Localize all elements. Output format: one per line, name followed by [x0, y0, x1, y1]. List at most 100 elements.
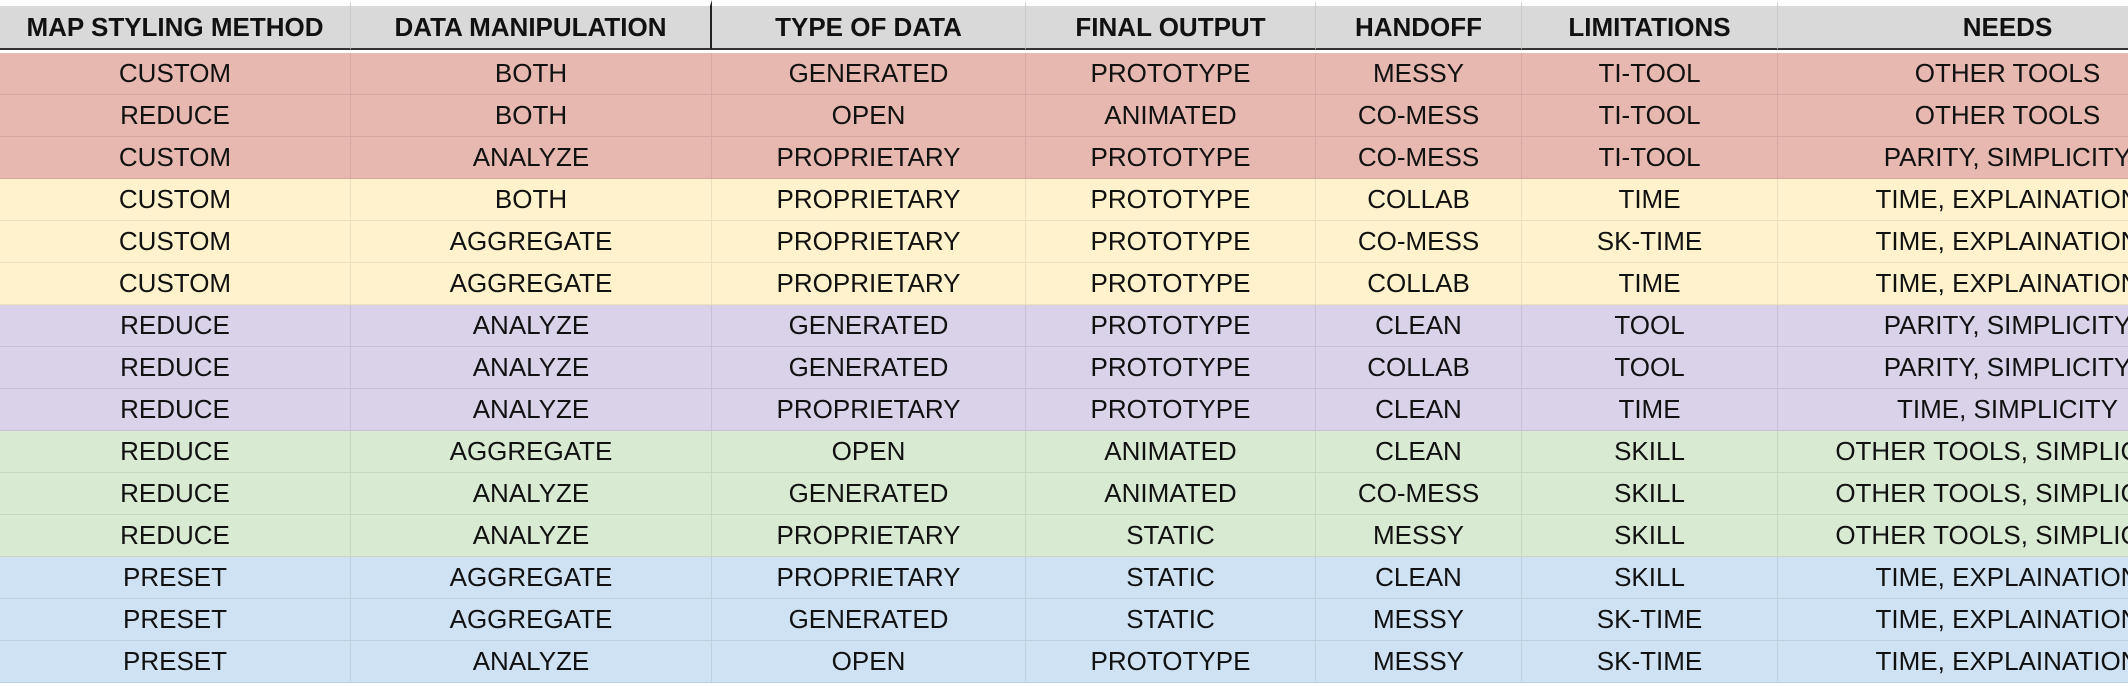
- header-handoff[interactable]: HANDOFF: [1316, 0, 1522, 50]
- cell-data-manipulation[interactable]: BOTH: [351, 95, 712, 137]
- cell-handoff[interactable]: CO-MESS: [1316, 473, 1522, 515]
- cell-type-of-data[interactable]: PROPRIETARY: [712, 221, 1026, 263]
- cell-limitations[interactable]: TI-TOOL: [1522, 137, 1778, 179]
- header-final-output[interactable]: FINAL OUTPUT: [1026, 0, 1316, 50]
- cell-limitations[interactable]: SKILL: [1522, 473, 1778, 515]
- cell-needs[interactable]: TIME, EXPLAINATION: [1778, 599, 2128, 641]
- cell-needs[interactable]: TIME, EXPLAINATION: [1778, 557, 2128, 599]
- cell-data-manipulation[interactable]: BOTH: [351, 179, 712, 221]
- cell-limitations[interactable]: TI-TOOL: [1522, 95, 1778, 137]
- cell-data-manipulation[interactable]: AGGREGATE: [351, 431, 712, 473]
- header-map-styling-method[interactable]: MAP STYLING METHOD: [0, 0, 351, 50]
- cell-needs[interactable]: TIME, EXPLAINATION: [1778, 641, 2128, 683]
- cell-limitations[interactable]: TIME: [1522, 263, 1778, 305]
- cell-type-of-data[interactable]: GENERATED: [712, 473, 1026, 515]
- cell-type-of-data[interactable]: GENERATED: [712, 305, 1026, 347]
- cell-handoff[interactable]: COLLAB: [1316, 263, 1522, 305]
- cell-needs[interactable]: TIME, EXPLAINATION: [1778, 263, 2128, 305]
- cell-final-output[interactable]: PROTOTYPE: [1026, 137, 1316, 179]
- cell-handoff[interactable]: CO-MESS: [1316, 95, 1522, 137]
- cell-needs[interactable]: OTHER TOOLS, SIMPLICITY: [1778, 431, 2128, 473]
- cell-map-styling-method[interactable]: CUSTOM: [0, 221, 351, 263]
- cell-needs[interactable]: PARITY, SIMPLICITY: [1778, 305, 2128, 347]
- cell-type-of-data[interactable]: GENERATED: [712, 53, 1026, 95]
- cell-handoff[interactable]: MESSY: [1316, 599, 1522, 641]
- cell-handoff[interactable]: CLEAN: [1316, 557, 1522, 599]
- cell-data-manipulation[interactable]: ANALYZE: [351, 137, 712, 179]
- cell-final-output[interactable]: STATIC: [1026, 515, 1316, 557]
- cell-handoff[interactable]: CO-MESS: [1316, 221, 1522, 263]
- header-data-manipulation[interactable]: DATA MANIPULATION: [351, 0, 712, 50]
- cell-final-output[interactable]: PROTOTYPE: [1026, 641, 1316, 683]
- cell-final-output[interactable]: ANIMATED: [1026, 473, 1316, 515]
- cell-limitations[interactable]: SK-TIME: [1522, 599, 1778, 641]
- cell-handoff[interactable]: MESSY: [1316, 641, 1522, 683]
- cell-type-of-data[interactable]: PROPRIETARY: [712, 137, 1026, 179]
- cell-final-output[interactable]: ANIMATED: [1026, 431, 1316, 473]
- cell-data-manipulation[interactable]: ANALYZE: [351, 305, 712, 347]
- cell-type-of-data[interactable]: OPEN: [712, 431, 1026, 473]
- cell-limitations[interactable]: SKILL: [1522, 431, 1778, 473]
- cell-data-manipulation[interactable]: AGGREGATE: [351, 599, 712, 641]
- cell-data-manipulation[interactable]: ANALYZE: [351, 515, 712, 557]
- cell-map-styling-method[interactable]: PRESET: [0, 557, 351, 599]
- cell-needs[interactable]: TIME, SIMPLICITY: [1778, 389, 2128, 431]
- cell-map-styling-method[interactable]: PRESET: [0, 599, 351, 641]
- cell-map-styling-method[interactable]: CUSTOM: [0, 263, 351, 305]
- cell-map-styling-method[interactable]: REDUCE: [0, 95, 351, 137]
- cell-handoff[interactable]: CLEAN: [1316, 305, 1522, 347]
- cell-map-styling-method[interactable]: REDUCE: [0, 305, 351, 347]
- cell-final-output[interactable]: PROTOTYPE: [1026, 347, 1316, 389]
- cell-needs[interactable]: PARITY, SIMPLICITY: [1778, 137, 2128, 179]
- cell-map-styling-method[interactable]: REDUCE: [0, 347, 351, 389]
- header-needs[interactable]: NEEDS: [1778, 0, 2128, 50]
- cell-data-manipulation[interactable]: ANALYZE: [351, 347, 712, 389]
- cell-data-manipulation[interactable]: ANALYZE: [351, 389, 712, 431]
- cell-map-styling-method[interactable]: PRESET: [0, 641, 351, 683]
- cell-final-output[interactable]: PROTOTYPE: [1026, 389, 1316, 431]
- cell-limitations[interactable]: TI-TOOL: [1522, 53, 1778, 95]
- cell-needs[interactable]: OTHER TOOLS: [1778, 53, 2128, 95]
- cell-data-manipulation[interactable]: AGGREGATE: [351, 263, 712, 305]
- cell-limitations[interactable]: SKILL: [1522, 557, 1778, 599]
- cell-data-manipulation[interactable]: AGGREGATE: [351, 221, 712, 263]
- cell-needs[interactable]: OTHER TOOLS, SIMPLICITY: [1778, 515, 2128, 557]
- header-type-of-data[interactable]: TYPE OF DATA: [712, 0, 1026, 50]
- cell-type-of-data[interactable]: GENERATED: [712, 347, 1026, 389]
- cell-final-output[interactable]: PROTOTYPE: [1026, 179, 1316, 221]
- cell-handoff[interactable]: CO-MESS: [1316, 137, 1522, 179]
- cell-needs[interactable]: TIME, EXPLAINATION: [1778, 221, 2128, 263]
- cell-handoff[interactable]: MESSY: [1316, 515, 1522, 557]
- cell-limitations[interactable]: SKILL: [1522, 515, 1778, 557]
- cell-type-of-data[interactable]: PROPRIETARY: [712, 179, 1026, 221]
- cell-handoff[interactable]: COLLAB: [1316, 179, 1522, 221]
- cell-map-styling-method[interactable]: REDUCE: [0, 515, 351, 557]
- cell-final-output[interactable]: PROTOTYPE: [1026, 221, 1316, 263]
- cell-final-output[interactable]: ANIMATED: [1026, 95, 1316, 137]
- cell-final-output[interactable]: PROTOTYPE: [1026, 305, 1316, 347]
- cell-handoff[interactable]: COLLAB: [1316, 347, 1522, 389]
- cell-map-styling-method[interactable]: CUSTOM: [0, 179, 351, 221]
- cell-needs[interactable]: OTHER TOOLS: [1778, 95, 2128, 137]
- cell-type-of-data[interactable]: PROPRIETARY: [712, 557, 1026, 599]
- cell-limitations[interactable]: TIME: [1522, 179, 1778, 221]
- cell-limitations[interactable]: TIME: [1522, 389, 1778, 431]
- cell-type-of-data[interactable]: PROPRIETARY: [712, 263, 1026, 305]
- cell-data-manipulation[interactable]: AGGREGATE: [351, 557, 712, 599]
- cell-final-output[interactable]: PROTOTYPE: [1026, 263, 1316, 305]
- cell-map-styling-method[interactable]: REDUCE: [0, 389, 351, 431]
- cell-type-of-data[interactable]: PROPRIETARY: [712, 389, 1026, 431]
- cell-data-manipulation[interactable]: ANALYZE: [351, 473, 712, 515]
- cell-data-manipulation[interactable]: BOTH: [351, 53, 712, 95]
- cell-map-styling-method[interactable]: REDUCE: [0, 431, 351, 473]
- cell-limitations[interactable]: TOOL: [1522, 347, 1778, 389]
- cell-handoff[interactable]: CLEAN: [1316, 389, 1522, 431]
- cell-final-output[interactable]: STATIC: [1026, 557, 1316, 599]
- cell-needs[interactable]: OTHER TOOLS, SIMPLICITY: [1778, 473, 2128, 515]
- cell-type-of-data[interactable]: PROPRIETARY: [712, 515, 1026, 557]
- cell-limitations[interactable]: SK-TIME: [1522, 641, 1778, 683]
- cell-data-manipulation[interactable]: ANALYZE: [351, 641, 712, 683]
- cell-type-of-data[interactable]: OPEN: [712, 95, 1026, 137]
- cell-needs[interactable]: PARITY, SIMPLICITY: [1778, 347, 2128, 389]
- cell-limitations[interactable]: TOOL: [1522, 305, 1778, 347]
